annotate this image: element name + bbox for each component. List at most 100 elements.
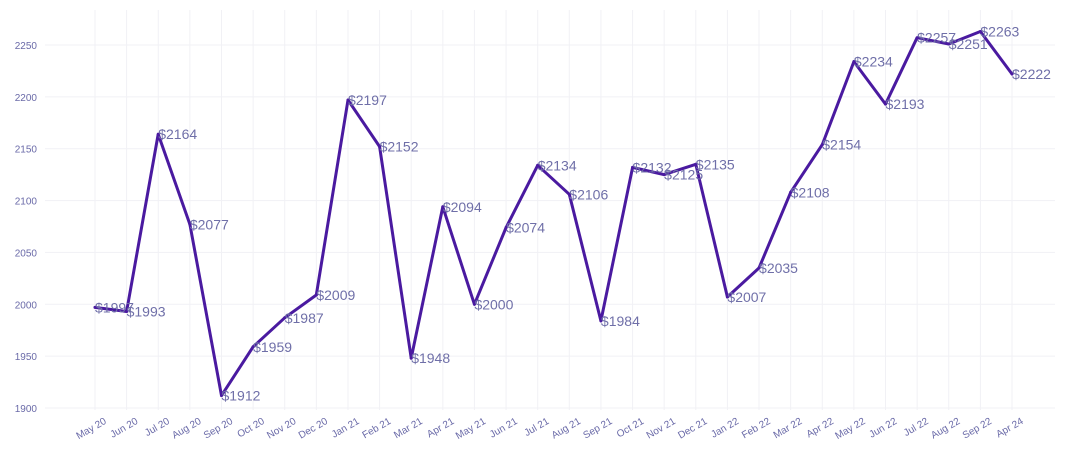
data-point [156, 132, 160, 136]
y-tick-label: 1950 [15, 352, 38, 363]
grid-lines [45, 10, 1055, 410]
data-point [978, 30, 982, 34]
x-tick-label: Jan 21 [330, 416, 362, 441]
data-label: $1959 [253, 339, 292, 355]
data-label: $1993 [127, 304, 166, 320]
x-tick-label: Dec 21 [676, 416, 709, 442]
series-line-layer [93, 30, 1014, 398]
x-tick-label: Jul 21 [523, 416, 552, 439]
data-label: $2257 [917, 30, 956, 46]
data-point [1010, 72, 1014, 76]
x-tick-label: Mar 21 [392, 416, 425, 441]
data-label: $2135 [696, 156, 735, 172]
data-label: $1948 [411, 350, 450, 366]
x-tick-label: Aug 21 [550, 416, 583, 442]
data-point [567, 192, 571, 196]
data-point [662, 173, 666, 177]
series-line [93, 30, 1014, 398]
data-label: $2234 [854, 54, 893, 70]
data-point [125, 310, 129, 314]
x-tick-label: Dec 20 [297, 416, 330, 442]
data-label: $1997 [95, 299, 134, 315]
x-tick-label: Aug 22 [929, 416, 962, 442]
x-tick-label: Jun 21 [488, 416, 520, 441]
data-label: $2134 [538, 157, 577, 173]
data-label: $2000 [474, 296, 513, 312]
x-tick-label: Jan 22 [709, 416, 741, 441]
x-tick-label: Oct 20 [236, 416, 267, 440]
data-label: $2251 [949, 36, 988, 52]
data-label: $2125 [664, 167, 703, 183]
data-label: $2222 [1012, 66, 1051, 82]
x-tick-label: Nov 21 [645, 416, 678, 442]
data-label: $2152 [380, 139, 419, 155]
x-tick-label: Apr 24 [994, 416, 1025, 440]
data-point [219, 394, 223, 398]
data-point [472, 302, 476, 306]
y-tick-label: 2200 [15, 93, 38, 104]
y-tick-label: 1900 [15, 404, 38, 415]
data-point [346, 98, 350, 102]
x-tick-label: May 21 [454, 416, 488, 442]
x-tick-label: Jul 22 [902, 416, 931, 439]
data-label: $2035 [759, 260, 798, 276]
x-tick-label: May 20 [75, 416, 109, 442]
data-point [694, 162, 698, 166]
data-point [915, 36, 919, 40]
data-point [789, 190, 793, 194]
x-tick-label: May 22 [833, 416, 867, 442]
x-tick-label: Oct 21 [615, 416, 646, 440]
data-label: $2094 [443, 199, 482, 215]
data-point [283, 316, 287, 320]
y-tick-label: 2000 [15, 300, 38, 311]
x-tick-label: Apr 22 [805, 416, 836, 440]
data-label: $2007 [727, 289, 766, 305]
data-point [599, 319, 603, 323]
data-point [93, 305, 97, 309]
y-axis-ticks: 1900 1950 2000 2050 2100 2150 2200 2250 [15, 41, 38, 415]
y-tick-label: 2100 [15, 197, 38, 208]
data-labels: $1997$1993 $2164 $2077 $1912 $1959 $1987 $2009… [95, 24, 1051, 404]
x-tick-label: Feb 22 [740, 416, 773, 441]
data-point [725, 295, 729, 299]
data-point [852, 60, 856, 64]
data-point [631, 165, 635, 169]
data-label: $2193 [886, 96, 925, 112]
data-label: $2164 [158, 126, 197, 142]
x-tick-label: Feb 21 [361, 416, 394, 441]
data-label: $2197 [348, 92, 387, 108]
y-tick-label: 2050 [15, 248, 38, 259]
data-point [378, 145, 382, 149]
data-label: $2263 [980, 24, 1019, 40]
data-label: $1987 [285, 310, 324, 326]
data-label: $2009 [316, 287, 355, 303]
x-tick-label: Mar 22 [772, 416, 805, 441]
x-tick-label: Aug 20 [170, 416, 203, 442]
x-tick-label: Sep 21 [581, 416, 614, 442]
data-point [188, 222, 192, 226]
data-point [820, 143, 824, 147]
x-tick-label: Apr 21 [425, 416, 456, 440]
x-tick-label: Jun 20 [109, 416, 141, 441]
data-label: $2106 [569, 186, 608, 202]
data-point [884, 102, 888, 106]
data-point [757, 266, 761, 270]
data-point [409, 356, 413, 360]
data-point [504, 226, 508, 230]
data-point [314, 293, 318, 297]
data-label: $1912 [221, 388, 260, 404]
y-tick-label: 2250 [15, 41, 38, 52]
x-tick-label: Jul 20 [143, 416, 172, 439]
data-label: $2154 [822, 137, 861, 153]
x-tick-label: Sep 20 [202, 416, 235, 442]
data-point [536, 163, 540, 167]
data-label: $2108 [791, 184, 830, 200]
data-label: $1984 [601, 313, 640, 329]
x-tick-label: Jun 22 [868, 416, 900, 441]
data-label: $2077 [190, 216, 229, 232]
x-tick-label: Nov 20 [265, 416, 298, 442]
data-label: $2074 [506, 220, 545, 236]
y-tick-label: 2150 [15, 145, 38, 156]
